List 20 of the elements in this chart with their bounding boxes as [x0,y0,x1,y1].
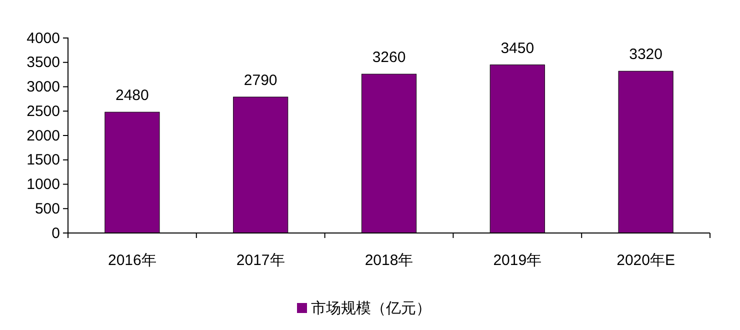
y-tick-label: 3500 [26,54,60,72]
data-label: 3450 [500,40,534,57]
data-label: 3260 [372,49,406,66]
data-label: 2480 [116,87,149,104]
x-tick-label: 2020年E [616,252,675,269]
x-tick-label: 2019年 [493,252,542,269]
y-tick-label: 0 [52,224,60,242]
y-tick-label: 2000 [26,127,60,144]
y-tick-label: 500 [34,200,60,218]
legend-label: 市场规模（亿元） [311,300,431,317]
x-tick-label: 2016年 [108,252,156,269]
data-label: 3320 [629,46,662,64]
y-tick-label: 3000 [26,78,60,96]
y-tick-label: 2500 [26,102,60,120]
y-tick-label: 4000 [26,30,60,47]
x-tick-label: 2017年 [236,252,285,269]
y-tick-label: 1500 [26,152,60,169]
x-tick-label: 2018年 [364,252,414,269]
y-tick-label: 1000 [26,176,60,194]
data-label: 2790 [244,72,278,89]
